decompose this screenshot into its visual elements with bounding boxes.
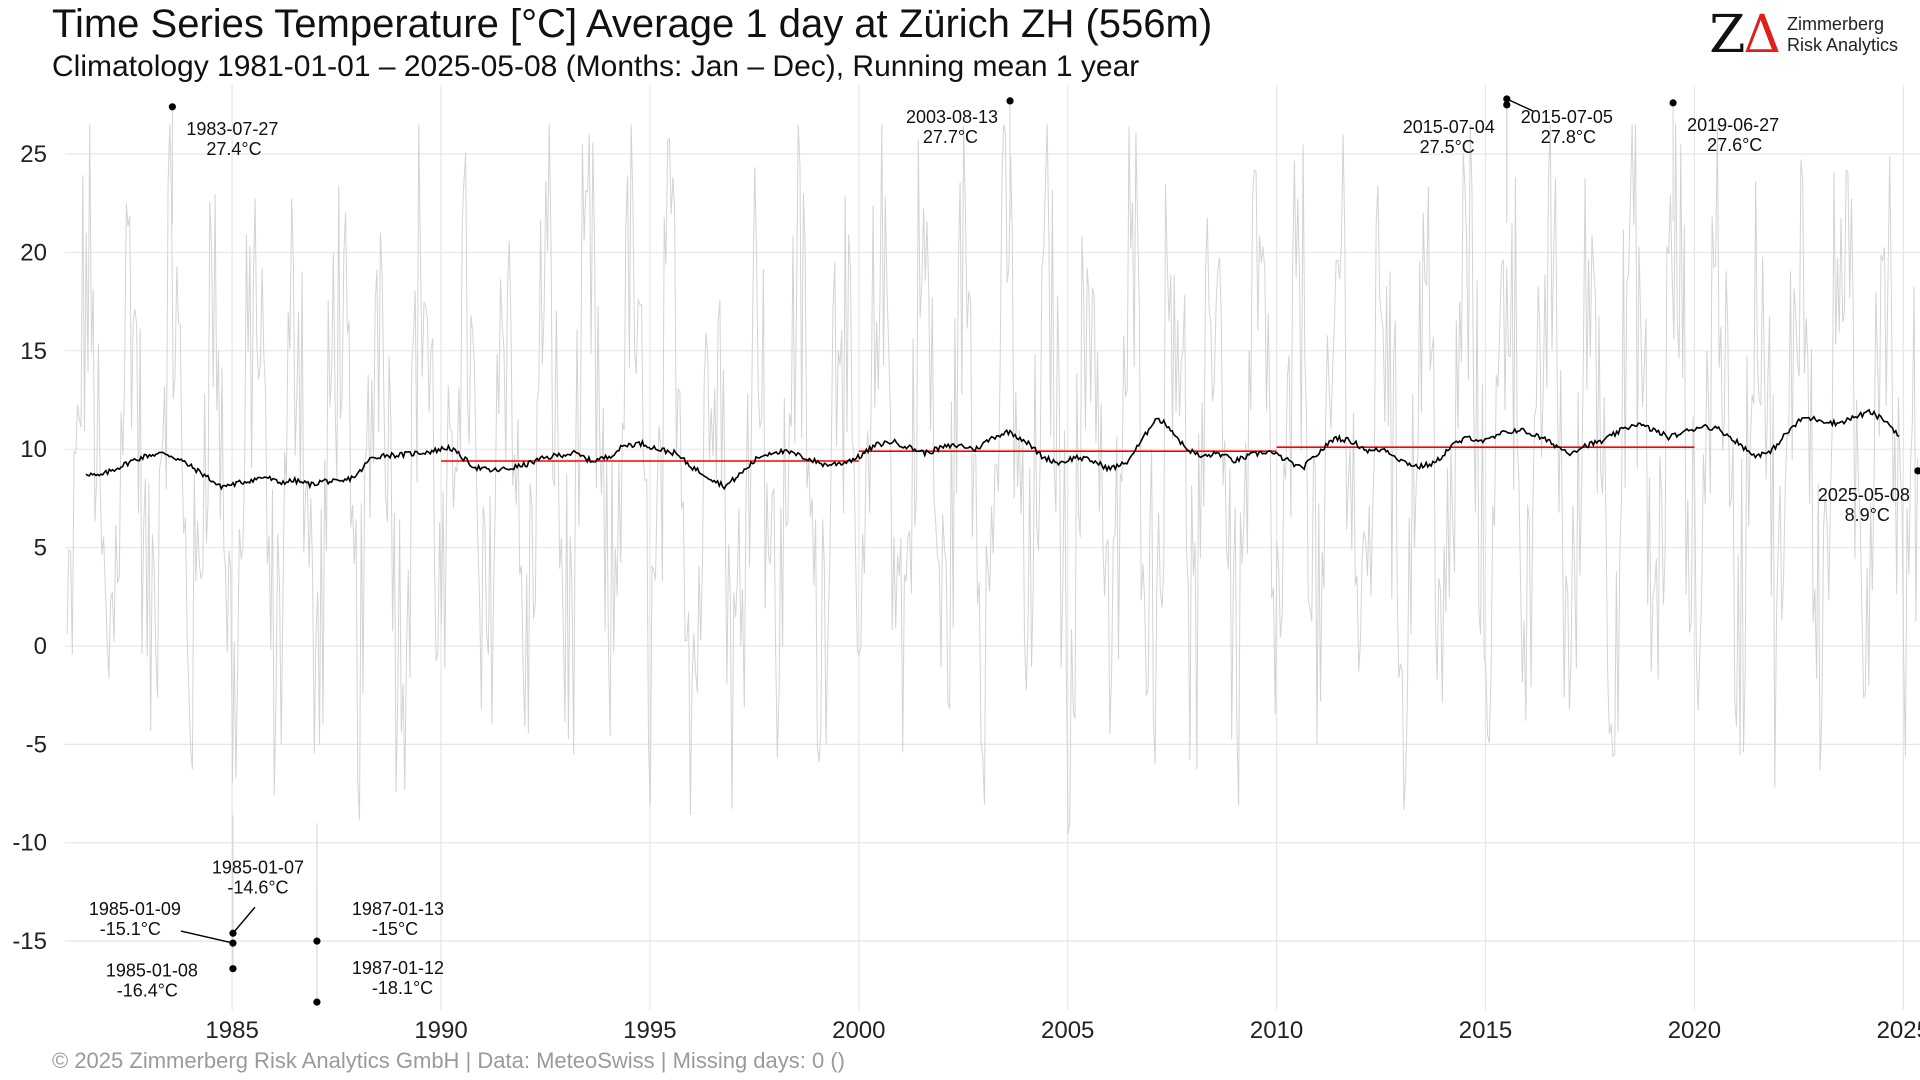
x-tick-label: 1985 bbox=[205, 1017, 258, 1044]
daily-series-layer bbox=[66, 98, 1919, 1003]
running-mean-line bbox=[85, 408, 1900, 491]
annotation-date: 2025-05-08 bbox=[1818, 485, 1910, 505]
annotation-value: 27.8°C bbox=[1541, 127, 1596, 147]
extreme-point bbox=[313, 998, 321, 1006]
y-tick-label: 0 bbox=[34, 633, 47, 660]
logo-mark: ZΔ bbox=[1709, 9, 1781, 61]
annotation-leader bbox=[232, 906, 256, 934]
annotation-value: 8.9°C bbox=[1845, 505, 1890, 525]
annotation-value: 27.4°C bbox=[206, 139, 261, 159]
extreme-point bbox=[1914, 467, 1920, 475]
annotation-date: 2015-07-05 bbox=[1521, 107, 1613, 127]
x-tick-label: 2020 bbox=[1668, 1017, 1721, 1044]
x-tick-label: 1990 bbox=[414, 1017, 467, 1044]
extreme-point bbox=[1669, 99, 1677, 107]
annotation-date: 1985-01-08 bbox=[106, 961, 198, 981]
logo-line-2: Risk Analytics bbox=[1786, 35, 1898, 55]
y-tick-label: 5 bbox=[34, 535, 47, 562]
x-tick-label: 2000 bbox=[832, 1017, 885, 1044]
running-mean-layer bbox=[85, 408, 1900, 491]
extreme-point bbox=[229, 965, 237, 973]
x-tick-label: 1995 bbox=[623, 1017, 676, 1044]
annotation-date: 2019-06-27 bbox=[1687, 115, 1779, 135]
x-tick-label: 2005 bbox=[1041, 1017, 1094, 1044]
annotation-value: -16.4°C bbox=[117, 981, 178, 1001]
logo-text: Zimmerberg Risk Analytics bbox=[1787, 14, 1898, 56]
annotation-date: 1987-01-13 bbox=[352, 899, 444, 919]
annotation-date: 1985-01-07 bbox=[212, 857, 304, 877]
annotation-date: 1987-01-12 bbox=[352, 958, 444, 978]
extreme-point bbox=[168, 103, 176, 111]
chart-title: Time Series Temperature [°C] Average 1 d… bbox=[52, 2, 1213, 46]
logo-mark-z: Z bbox=[1709, 5, 1745, 65]
extreme-point bbox=[1503, 101, 1511, 109]
chart-subtitle: Climatology 1981-01-01 – 2025-05-08 (Mon… bbox=[52, 50, 1140, 83]
annotation-value: 27.5°C bbox=[1420, 137, 1475, 157]
annotation-value: -15.1°C bbox=[100, 919, 161, 939]
annotation-date: 1983-07-27 bbox=[186, 119, 278, 139]
logo-mark-delta: Δ bbox=[1743, 5, 1781, 65]
annotation-value: -18.1°C bbox=[372, 978, 433, 998]
extreme-point bbox=[1006, 97, 1014, 105]
y-tick-label: 10 bbox=[20, 436, 47, 463]
annotation-date: 2003-08-13 bbox=[906, 107, 998, 127]
y-tick-label: 20 bbox=[20, 239, 47, 266]
y-tick-label: 15 bbox=[20, 338, 47, 365]
daily-temperature-line bbox=[66, 124, 1919, 834]
y-tick-label: -10 bbox=[12, 830, 47, 857]
x-tick-label: 2025 bbox=[1877, 1017, 1920, 1044]
grid-layer bbox=[65, 85, 1920, 1010]
extreme-point bbox=[313, 937, 321, 945]
annotation-leader bbox=[1506, 98, 1534, 112]
annotation-leader bbox=[180, 930, 234, 944]
company-logo: ZΔ Zimmerberg Risk Analytics bbox=[1709, 8, 1898, 62]
x-tick-label: 2015 bbox=[1459, 1017, 1512, 1044]
annotation-value: -15°C bbox=[372, 919, 418, 939]
annotation-date: 2015-07-04 bbox=[1403, 117, 1495, 137]
y-tick-label: 25 bbox=[20, 141, 47, 168]
annotation-value: 27.7°C bbox=[923, 127, 978, 147]
chart-caption: © 2025 Zimmerberg Risk Analytics GmbH | … bbox=[52, 1048, 845, 1073]
logo-line-1: Zimmerberg bbox=[1786, 14, 1884, 34]
y-tick-label: -15 bbox=[12, 928, 47, 955]
annotation-value: 27.6°C bbox=[1707, 135, 1762, 155]
x-tick-label: 2010 bbox=[1250, 1017, 1303, 1044]
y-tick-label: -5 bbox=[26, 731, 47, 758]
annotation-date: 1985-01-09 bbox=[89, 899, 181, 919]
annotation-value: -14.6°C bbox=[227, 877, 288, 897]
